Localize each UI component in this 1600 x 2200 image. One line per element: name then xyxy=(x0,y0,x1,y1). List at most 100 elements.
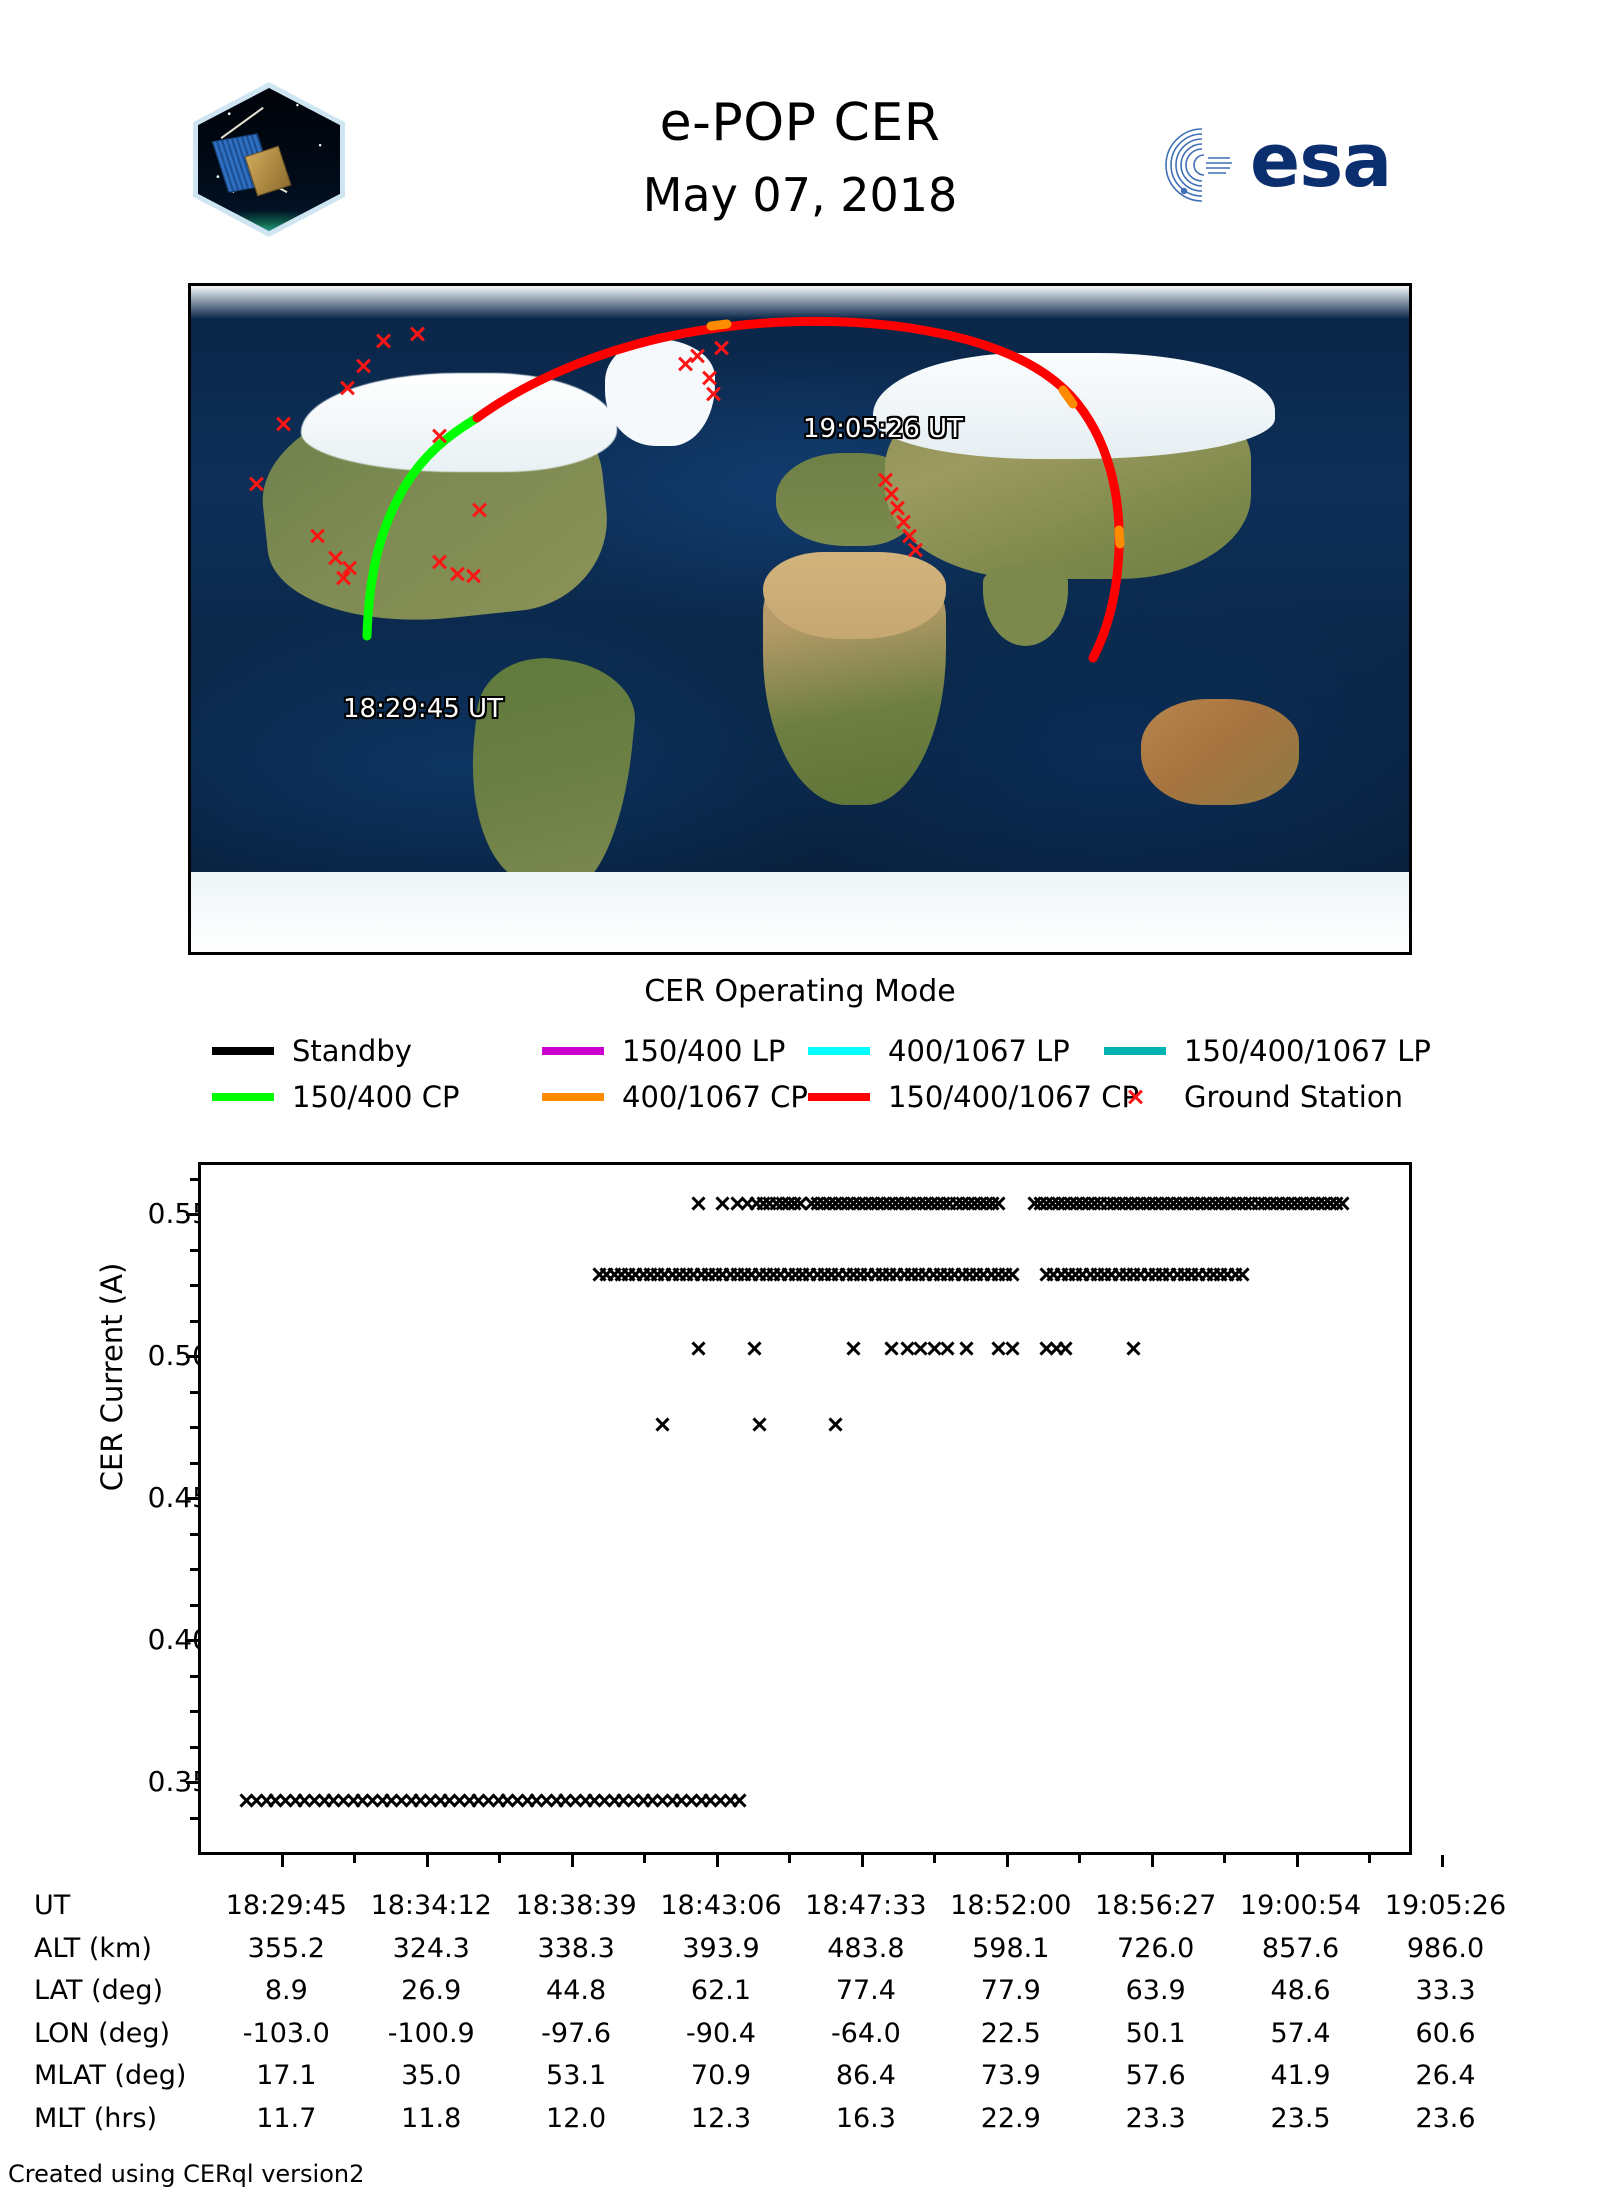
legend-item-400-1067-cp[interactable]: 400/1067 CP xyxy=(542,1080,808,1114)
legend-item-standby[interactable]: Standby xyxy=(212,1034,542,1068)
track-end-time-label: 19:05:26 UT xyxy=(803,414,963,444)
table-cell: 73.9 xyxy=(980,2060,1041,2092)
table-row-label: MLT (hrs) xyxy=(34,2102,158,2134)
legend-swatch-line xyxy=(808,1093,870,1101)
scatter-point xyxy=(654,1416,671,1433)
track-segment-400-1067-cp-a xyxy=(706,319,732,331)
table-cell: 324.3 xyxy=(392,1932,470,1964)
table-cell: 598.1 xyxy=(972,1932,1050,1964)
table-cell: 26.9 xyxy=(401,1975,462,2007)
scatter-point xyxy=(1334,1195,1351,1212)
legend-swatch-line xyxy=(542,1093,604,1101)
track-start-time-label: 18:29:45 UT xyxy=(343,694,503,724)
y-tick-major xyxy=(186,1213,198,1217)
scatter-point xyxy=(746,1340,763,1357)
scatter-point xyxy=(939,1340,956,1357)
legend-item-400-1067-lp[interactable]: 400/1067 LP xyxy=(808,1034,1104,1068)
y-tick-minor xyxy=(190,1284,198,1288)
y-tick-minor xyxy=(190,1532,198,1536)
table-row-label: ALT (km) xyxy=(34,1932,152,1964)
legend-item-150-400-cp[interactable]: 150/400 CP xyxy=(212,1080,542,1114)
table-cell: 12.0 xyxy=(546,2102,607,2134)
scatter-point xyxy=(690,1340,707,1357)
x-tick-major xyxy=(1295,1855,1299,1867)
table-cell: 12.3 xyxy=(690,2102,752,2134)
table-row: MLAT (deg) 17.1 35.0 53.1 70.9 86.4 73.9 57.6 41… xyxy=(28,2055,1518,2098)
table-cell: -103.0 xyxy=(242,2017,330,2049)
greenland-landmass xyxy=(605,339,715,446)
table-cell: 33.3 xyxy=(1415,1975,1476,2007)
x-tick-minor xyxy=(1078,1855,1081,1863)
legend-label: 150/400/1067 CP xyxy=(888,1080,1140,1114)
sahara-desert xyxy=(763,552,947,639)
table-cell: 11.8 xyxy=(401,2102,462,2134)
legend-item-150-400-1067-cp[interactable]: 150/400/1067 CP xyxy=(808,1080,1139,1114)
table-cell: 355.2 xyxy=(247,1932,325,1964)
legend: Standby 150/400 LP 400/1067 LP 150/400/1… xyxy=(212,1028,1462,1120)
table-cell: 77.9 xyxy=(980,1975,1041,2007)
legend-label: Standby xyxy=(292,1034,412,1068)
y-tick-label: 0.45 xyxy=(147,1481,210,1515)
scatter-point xyxy=(1057,1340,1074,1357)
y-tick-minor xyxy=(190,1248,198,1252)
table-cell: 23.3 xyxy=(1125,2102,1186,2134)
world-map-image xyxy=(191,286,1409,952)
esa-swirl-icon xyxy=(1165,128,1232,202)
y-tick-label: 0.35 xyxy=(147,1765,210,1799)
legend-swatch-line xyxy=(542,1047,604,1055)
north-america-snow xyxy=(300,372,618,473)
table-cell: 18:29:45 xyxy=(225,1890,347,1921)
y-tick-major xyxy=(186,1355,198,1359)
legend-item-ground-station[interactable]: Ground Station xyxy=(1104,1080,1444,1114)
y-tick-major xyxy=(186,1639,198,1643)
table-row-label: UT xyxy=(34,1890,71,1921)
table-cell: 53.1 xyxy=(546,2060,607,2092)
cer-current-scatter-plot[interactable] xyxy=(198,1162,1412,1855)
table-cell: 60.6 xyxy=(1415,2017,1476,2049)
legend-label: 150/400/1067 LP xyxy=(1184,1034,1431,1068)
arctic-ice-layer xyxy=(191,286,1409,320)
legend-item-150-400-lp[interactable]: 150/400 LP xyxy=(542,1034,808,1068)
table-cell: 726.0 xyxy=(1117,1932,1195,1964)
table-cell: 17.1 xyxy=(256,2060,317,2092)
y-tick-minor xyxy=(190,1177,198,1181)
esa-logo: esa xyxy=(1160,121,1450,205)
table-cell: 41.9 xyxy=(1270,2060,1331,2092)
ground-track-map[interactable]: 18:29:45 UT 19:05:26 UT xyxy=(188,283,1412,955)
legend-swatch-line xyxy=(1104,1047,1166,1055)
legend-label: 150/400 CP xyxy=(292,1080,460,1114)
cassiope-logo xyxy=(193,82,345,237)
legend-item-150-400-1067-lp[interactable]: 150/400/1067 LP xyxy=(1104,1034,1444,1068)
table-cell: -90.4 xyxy=(686,2017,756,2049)
legend-label: 400/1067 LP xyxy=(888,1034,1070,1068)
x-tick-major xyxy=(1005,1855,1009,1867)
track-segment-400-1067-cp-c xyxy=(1114,525,1125,549)
cassiope-hex-badge xyxy=(193,82,345,237)
table-cell: 19:00:54 xyxy=(1239,1890,1362,1921)
table-cell: -100.9 xyxy=(387,2017,475,2049)
table-cell: 18:38:39 xyxy=(515,1890,637,1921)
table-row: LON (deg) -103.0 -100.9 -97.6 -90.4 -64.0 22.5… xyxy=(28,2013,1518,2056)
table-cell: 18:47:33 xyxy=(805,1890,927,1921)
legend-swatch-line xyxy=(808,1047,870,1055)
y-tick-major xyxy=(186,1781,198,1785)
table-row: MLT (hrs) 11.7 11.8 12.0 12.3 16.3 22.9 23.3 23.… xyxy=(28,2098,1518,2141)
scatter-point xyxy=(731,1792,748,1809)
legend-row: Standby 150/400 LP 400/1067 LP 150/400/1… xyxy=(212,1028,1462,1074)
ephemeris-table-grid: UT 18:29:45 18:34:12 18:38:39 18:43:06 18:47:… xyxy=(28,1885,1518,2140)
table-row: UT 18:29:45 18:34:12 18:38:39 18:43:06 18:47:… xyxy=(28,1885,1518,1928)
footer-credit: Created using CERql version2 xyxy=(8,2160,365,2188)
australia-landmass xyxy=(1141,698,1300,806)
x-tick-minor xyxy=(1368,1855,1371,1863)
x-tick-major xyxy=(280,1855,284,1867)
table-row-label: LAT (deg) xyxy=(34,1975,164,2007)
table-cell: 23.5 xyxy=(1270,2102,1331,2134)
scatter-point xyxy=(990,1195,1007,1212)
table-cell: 18:56:27 xyxy=(1095,1890,1217,1921)
y-tick-minor xyxy=(190,1461,198,1465)
table-cell: 11.7 xyxy=(256,2102,317,2134)
table-cell: 483.8 xyxy=(827,1932,905,1964)
antarctica-landmass xyxy=(191,872,1409,952)
y-tick-label: 0.40 xyxy=(147,1623,210,1657)
scatter-point xyxy=(1004,1340,1021,1357)
